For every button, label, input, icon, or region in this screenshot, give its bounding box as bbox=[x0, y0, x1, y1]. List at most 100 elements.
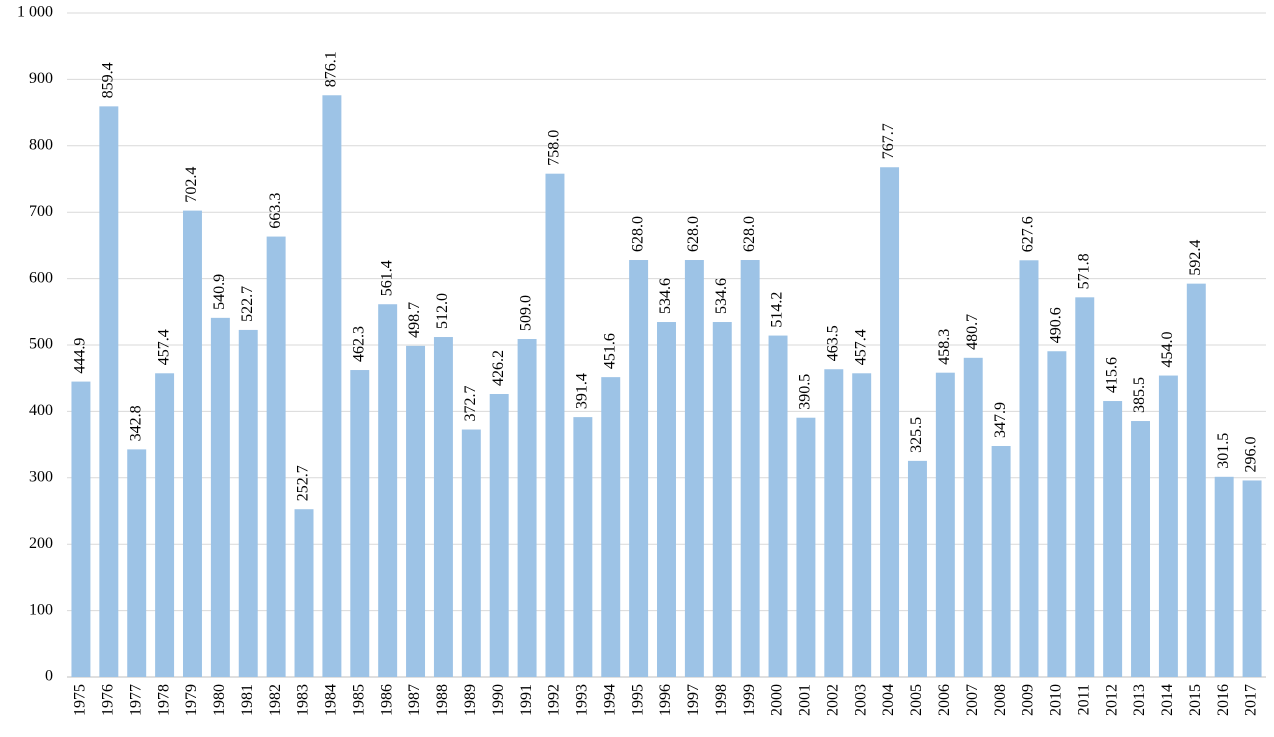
x-tick-label: 1999 bbox=[741, 684, 758, 716]
y-tick-label: 600 bbox=[29, 269, 53, 286]
y-tick-label: 400 bbox=[29, 402, 53, 419]
bar bbox=[433, 337, 453, 677]
bar bbox=[907, 460, 927, 677]
data-label: 758.0 bbox=[546, 130, 563, 166]
data-label: 522.7 bbox=[239, 286, 256, 322]
data-label: 514.2 bbox=[769, 292, 786, 328]
data-label: 390.5 bbox=[797, 374, 814, 410]
x-tick-label: 1989 bbox=[462, 684, 479, 716]
data-label: 426.2 bbox=[490, 350, 507, 386]
bar bbox=[740, 260, 760, 677]
x-tick-label: 2003 bbox=[852, 684, 869, 716]
bar bbox=[991, 445, 1011, 677]
x-tick-label: 1984 bbox=[323, 684, 340, 716]
bar bbox=[294, 509, 314, 677]
x-tick-label: 2001 bbox=[797, 684, 814, 716]
bar bbox=[238, 329, 258, 677]
x-tick-label: 2007 bbox=[964, 684, 981, 716]
y-tick-label: 500 bbox=[29, 336, 53, 353]
data-label: 490.6 bbox=[1048, 307, 1065, 343]
data-label: 627.6 bbox=[1020, 216, 1037, 252]
x-tick-label: 2002 bbox=[824, 684, 841, 716]
x-tick-label: 2009 bbox=[1020, 684, 1037, 716]
data-label: 512.0 bbox=[434, 293, 451, 329]
data-label: 540.9 bbox=[211, 274, 228, 310]
data-label: 454.0 bbox=[1159, 332, 1176, 368]
y-tick-label: 1 000 bbox=[17, 4, 53, 21]
x-tick-label: 2014 bbox=[1159, 684, 1176, 716]
data-label: 767.7 bbox=[880, 123, 897, 159]
bar bbox=[712, 322, 732, 677]
data-label: 342.8 bbox=[127, 405, 144, 441]
x-tick-label: 1991 bbox=[518, 684, 535, 716]
x-tick-label: 1982 bbox=[267, 684, 284, 716]
y-tick-label: 0 bbox=[45, 668, 53, 685]
x-tick-label: 1981 bbox=[239, 684, 256, 716]
data-label: 301.5 bbox=[1215, 433, 1232, 469]
y-tick-label: 700 bbox=[29, 203, 53, 220]
data-label: 702.4 bbox=[183, 167, 200, 203]
data-label: 325.5 bbox=[908, 417, 925, 453]
data-label: 561.4 bbox=[378, 260, 395, 296]
bar bbox=[489, 394, 509, 677]
data-label: 592.4 bbox=[1187, 240, 1204, 276]
bar bbox=[406, 345, 426, 677]
bar bbox=[768, 335, 788, 677]
bar bbox=[1242, 480, 1262, 677]
bar bbox=[461, 429, 481, 677]
x-tick-label: 1998 bbox=[713, 684, 730, 716]
data-label: 534.6 bbox=[657, 278, 674, 314]
bar bbox=[1214, 476, 1234, 677]
bar bbox=[1131, 421, 1151, 677]
data-label: 415.6 bbox=[1103, 357, 1120, 393]
bar bbox=[127, 449, 147, 677]
bar bbox=[573, 417, 593, 677]
data-label: 451.6 bbox=[601, 333, 618, 369]
bar bbox=[210, 317, 230, 677]
x-tick-label: 1990 bbox=[490, 684, 507, 716]
x-tick-label: 2017 bbox=[1243, 684, 1260, 716]
y-tick-label: 900 bbox=[29, 70, 53, 87]
x-tick-label: 1985 bbox=[350, 684, 367, 716]
x-tick-label: 2005 bbox=[908, 684, 925, 716]
y-tick-label: 800 bbox=[29, 136, 53, 153]
data-label: 444.9 bbox=[72, 338, 89, 374]
data-label: 663.3 bbox=[267, 193, 284, 229]
data-label: 628.0 bbox=[685, 216, 702, 252]
data-label: 372.7 bbox=[462, 386, 479, 422]
y-tick-label: 100 bbox=[29, 601, 53, 618]
bar bbox=[378, 304, 398, 677]
data-label: 571.8 bbox=[1075, 253, 1092, 289]
data-label: 385.5 bbox=[1131, 377, 1148, 413]
bar bbox=[155, 373, 175, 677]
bar bbox=[182, 210, 202, 678]
bar bbox=[266, 236, 286, 678]
data-label: 296.0 bbox=[1243, 436, 1260, 472]
x-tick-label: 1979 bbox=[183, 684, 200, 716]
y-tick-label: 200 bbox=[29, 535, 53, 552]
data-label: 347.9 bbox=[992, 402, 1009, 438]
data-label: 252.7 bbox=[295, 465, 312, 501]
data-label: 457.4 bbox=[155, 329, 172, 365]
bar bbox=[935, 372, 955, 677]
data-label: 458.3 bbox=[936, 329, 953, 365]
x-tick-label: 1980 bbox=[211, 684, 228, 716]
bar bbox=[322, 95, 342, 678]
x-tick-label: 2011 bbox=[1075, 684, 1092, 715]
data-label: 457.4 bbox=[852, 329, 869, 365]
data-label: 462.3 bbox=[350, 326, 367, 362]
data-label: 509.0 bbox=[518, 295, 535, 331]
x-tick-label: 2006 bbox=[936, 684, 953, 716]
bar bbox=[657, 322, 676, 677]
x-tick-label: 2015 bbox=[1187, 684, 1204, 716]
x-tick-label: 2016 bbox=[1215, 684, 1232, 716]
x-tick-label: 1983 bbox=[295, 684, 312, 716]
x-tick-label: 1996 bbox=[657, 684, 674, 716]
x-tick-label: 1992 bbox=[546, 684, 563, 716]
x-tick-label: 1994 bbox=[601, 684, 618, 716]
x-tick-label: 1988 bbox=[434, 684, 451, 716]
data-label: 498.7 bbox=[406, 302, 423, 338]
bar bbox=[517, 339, 537, 677]
bar bbox=[852, 373, 872, 677]
